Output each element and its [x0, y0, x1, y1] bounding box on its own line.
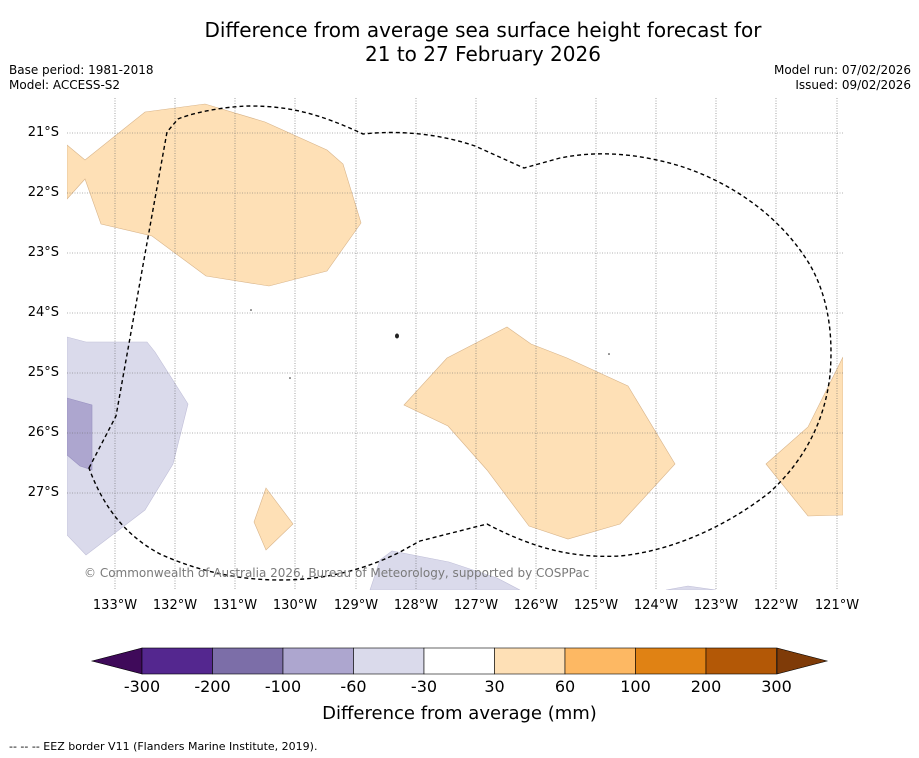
- lon-tick-128w: 128°W: [393, 598, 439, 613]
- colorbar-segment-5: [423, 647, 495, 675]
- colorbar-label-6: 60: [554, 677, 576, 696]
- colorbar-segment-9: [705, 647, 777, 675]
- lon-tick-123w: 123°W: [693, 598, 739, 613]
- colorbar-label-9: 300: [761, 677, 792, 696]
- lon-tick-122w: 122°W: [753, 598, 799, 613]
- lat-tick-24s: 24°S: [27, 305, 59, 320]
- lon-tick-131w: 131°W: [212, 598, 258, 613]
- colorbar-segment-3: [282, 647, 354, 675]
- colorbar-segment-8: [635, 647, 707, 675]
- islands: [250, 309, 610, 379]
- lon-tick-126w: 126°W: [513, 598, 559, 613]
- model-run: Model run: 07/02/2026: [773, 63, 911, 77]
- lon-tick-127w: 127°W: [453, 598, 499, 613]
- colorbar-label-3: -60: [340, 677, 367, 696]
- base-period: Base period: 1981-2018: [9, 63, 154, 77]
- colorbar-segment-7: [564, 647, 636, 675]
- colorbar-label-5: 30: [484, 677, 505, 696]
- negative-anomaly-region-west: [67, 336, 189, 556]
- lon-tick-124w: 124°W: [633, 598, 679, 613]
- colorbar-min-extension: [90, 647, 143, 675]
- lon-tick-125w: 125°W: [573, 598, 619, 613]
- colorbar-segment-2: [212, 647, 284, 675]
- title-line-2: 21 to 27 February 2026: [365, 42, 601, 66]
- lon-tick-132w: 132°W: [152, 598, 198, 613]
- lat-tick-21s: 21°S: [27, 125, 59, 140]
- negative-anomaly-region-southeast: [665, 585, 717, 590]
- positive-anomaly-region-nw: [67, 103, 362, 287]
- colorbar-label-1: -200: [194, 677, 231, 696]
- eez-border: [88, 105, 832, 581]
- colorbar-label-8: 200: [690, 677, 722, 696]
- lat-tick-25s: 25°S: [27, 365, 59, 380]
- colorbar-label-7: 100: [620, 677, 651, 696]
- colorbar-segment-1: [141, 647, 213, 675]
- colorbar-label-2: -100: [264, 677, 302, 696]
- issued-date: Issued: 09/02/2026: [795, 78, 911, 92]
- negative-anomaly-core: [67, 397, 93, 471]
- model-name: Model: ACCESS-S2: [9, 78, 121, 92]
- copyright-text: © Commonwealth of Australia 2026, Bureau…: [84, 566, 590, 580]
- lat-tick-26s: 26°S: [27, 425, 59, 440]
- lat-tick-23s: 23°S: [27, 245, 59, 260]
- colorbar-segments: [141, 647, 777, 675]
- positive-anomaly-region-small: [253, 487, 294, 551]
- colorbar: [90, 647, 829, 675]
- lon-tick-121w: 121°W: [814, 598, 860, 613]
- title-line-1: Difference from average sea surface heig…: [204, 18, 762, 42]
- footer-note: -- -- -- EEZ border V11 (Flanders Marine…: [9, 740, 318, 753]
- gridlines: [67, 98, 843, 590]
- colorbar-max-extension: [776, 647, 829, 675]
- colorbar-segment-6: [494, 647, 566, 675]
- colorbar-label-0: -300: [123, 677, 161, 696]
- positive-anomaly-region-east: [765, 356, 843, 517]
- lon-tick-133w: 133°W: [92, 598, 138, 613]
- anomaly-layer: [67, 103, 843, 590]
- meta-right: Model run: 07/02/2026 Issued: 09/02/2026: [774, 63, 911, 93]
- lon-tick-130w: 130°W: [272, 598, 318, 613]
- meta-left: Base period: 1981-2018 Model: ACCESS-S2: [9, 63, 154, 93]
- colorbar-segment-4: [353, 647, 425, 675]
- lat-tick-22s: 22°S: [27, 185, 59, 200]
- lon-tick-129w: 129°W: [333, 598, 379, 613]
- colorbar-label-4: -30: [410, 677, 438, 696]
- negative-anomaly-region-south: [369, 550, 521, 590]
- colorbar-title: Difference from average (mm): [322, 703, 597, 724]
- lat-tick-27s: 27°S: [27, 485, 59, 500]
- map-title: Difference from average sea surface heig…: [0, 18, 919, 66]
